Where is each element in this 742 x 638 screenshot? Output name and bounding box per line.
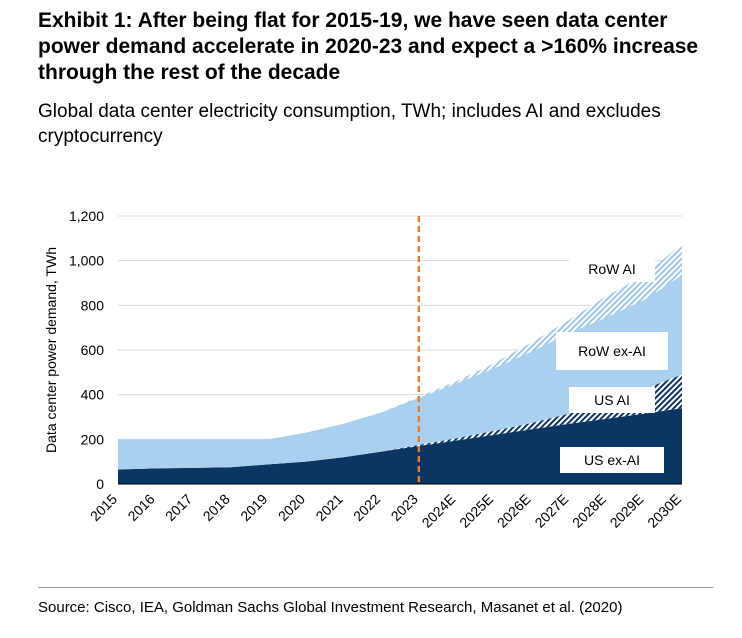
series-label-row-ai: RoW AI — [588, 261, 635, 277]
x-tick-label: 2028E — [569, 491, 609, 531]
series-label-us-ex-ai: US ex-AI — [584, 452, 640, 468]
x-tick-label: 2023 — [388, 491, 421, 524]
x-tick-label: 2016 — [124, 491, 157, 524]
y-tick-label: 0 — [96, 476, 104, 492]
label-box-row-ex-ai — [556, 332, 668, 370]
y-tick-label: 400 — [81, 387, 105, 403]
x-tick-label: 2025E — [456, 491, 496, 531]
x-tick-label: 2029E — [607, 491, 647, 531]
x-tick-label: 2030E — [644, 491, 684, 531]
label-box-us-ai — [569, 387, 655, 413]
y-tick-label: 200 — [81, 431, 105, 447]
area-row-ex-ai — [118, 275, 682, 470]
x-tick-label: 2018 — [200, 491, 233, 524]
chart-title: Exhibit 1: After being flat for 2015-19,… — [38, 9, 699, 84]
x-tick-label: 2021 — [312, 491, 345, 524]
x-tick-label: 2022 — [350, 491, 383, 524]
chart-subtitle: Global data center electricity consumpti… — [38, 101, 661, 147]
series-areas — [118, 243, 682, 484]
footer-divider — [38, 587, 713, 588]
x-tick-label: 2019 — [237, 491, 270, 524]
label-box-us-ex-ai — [560, 447, 664, 473]
label-box-row-ai — [569, 256, 655, 282]
x-tick-label: 2024E — [419, 491, 459, 531]
y-tick-label: 1,200 — [69, 208, 104, 224]
x-tick-label: 2026E — [494, 491, 534, 531]
series-label-row-ex-ai: RoW ex-AI — [578, 343, 646, 359]
y-tick-label: 800 — [81, 297, 105, 313]
x-tick-label: 2020 — [275, 491, 308, 524]
y-tick-label: 1,000 — [69, 253, 104, 269]
y-tick-label: 600 — [81, 342, 105, 358]
x-tick-label: 2017 — [162, 491, 195, 524]
x-tick-label: 2015 — [87, 491, 120, 524]
source-note: Source: Cisco, IEA, Goldman Sachs Global… — [38, 599, 623, 616]
y-axis-title: Data center power demand, TWh — [43, 247, 59, 453]
area-us-ai — [118, 374, 682, 470]
x-tick-label: 2027E — [531, 491, 571, 531]
series-label-us-ai: US AI — [594, 392, 630, 408]
area-us-ex-ai — [118, 408, 682, 484]
series-labels: RoW AI RoW ex-AI US AI US ex-AI — [556, 256, 668, 473]
